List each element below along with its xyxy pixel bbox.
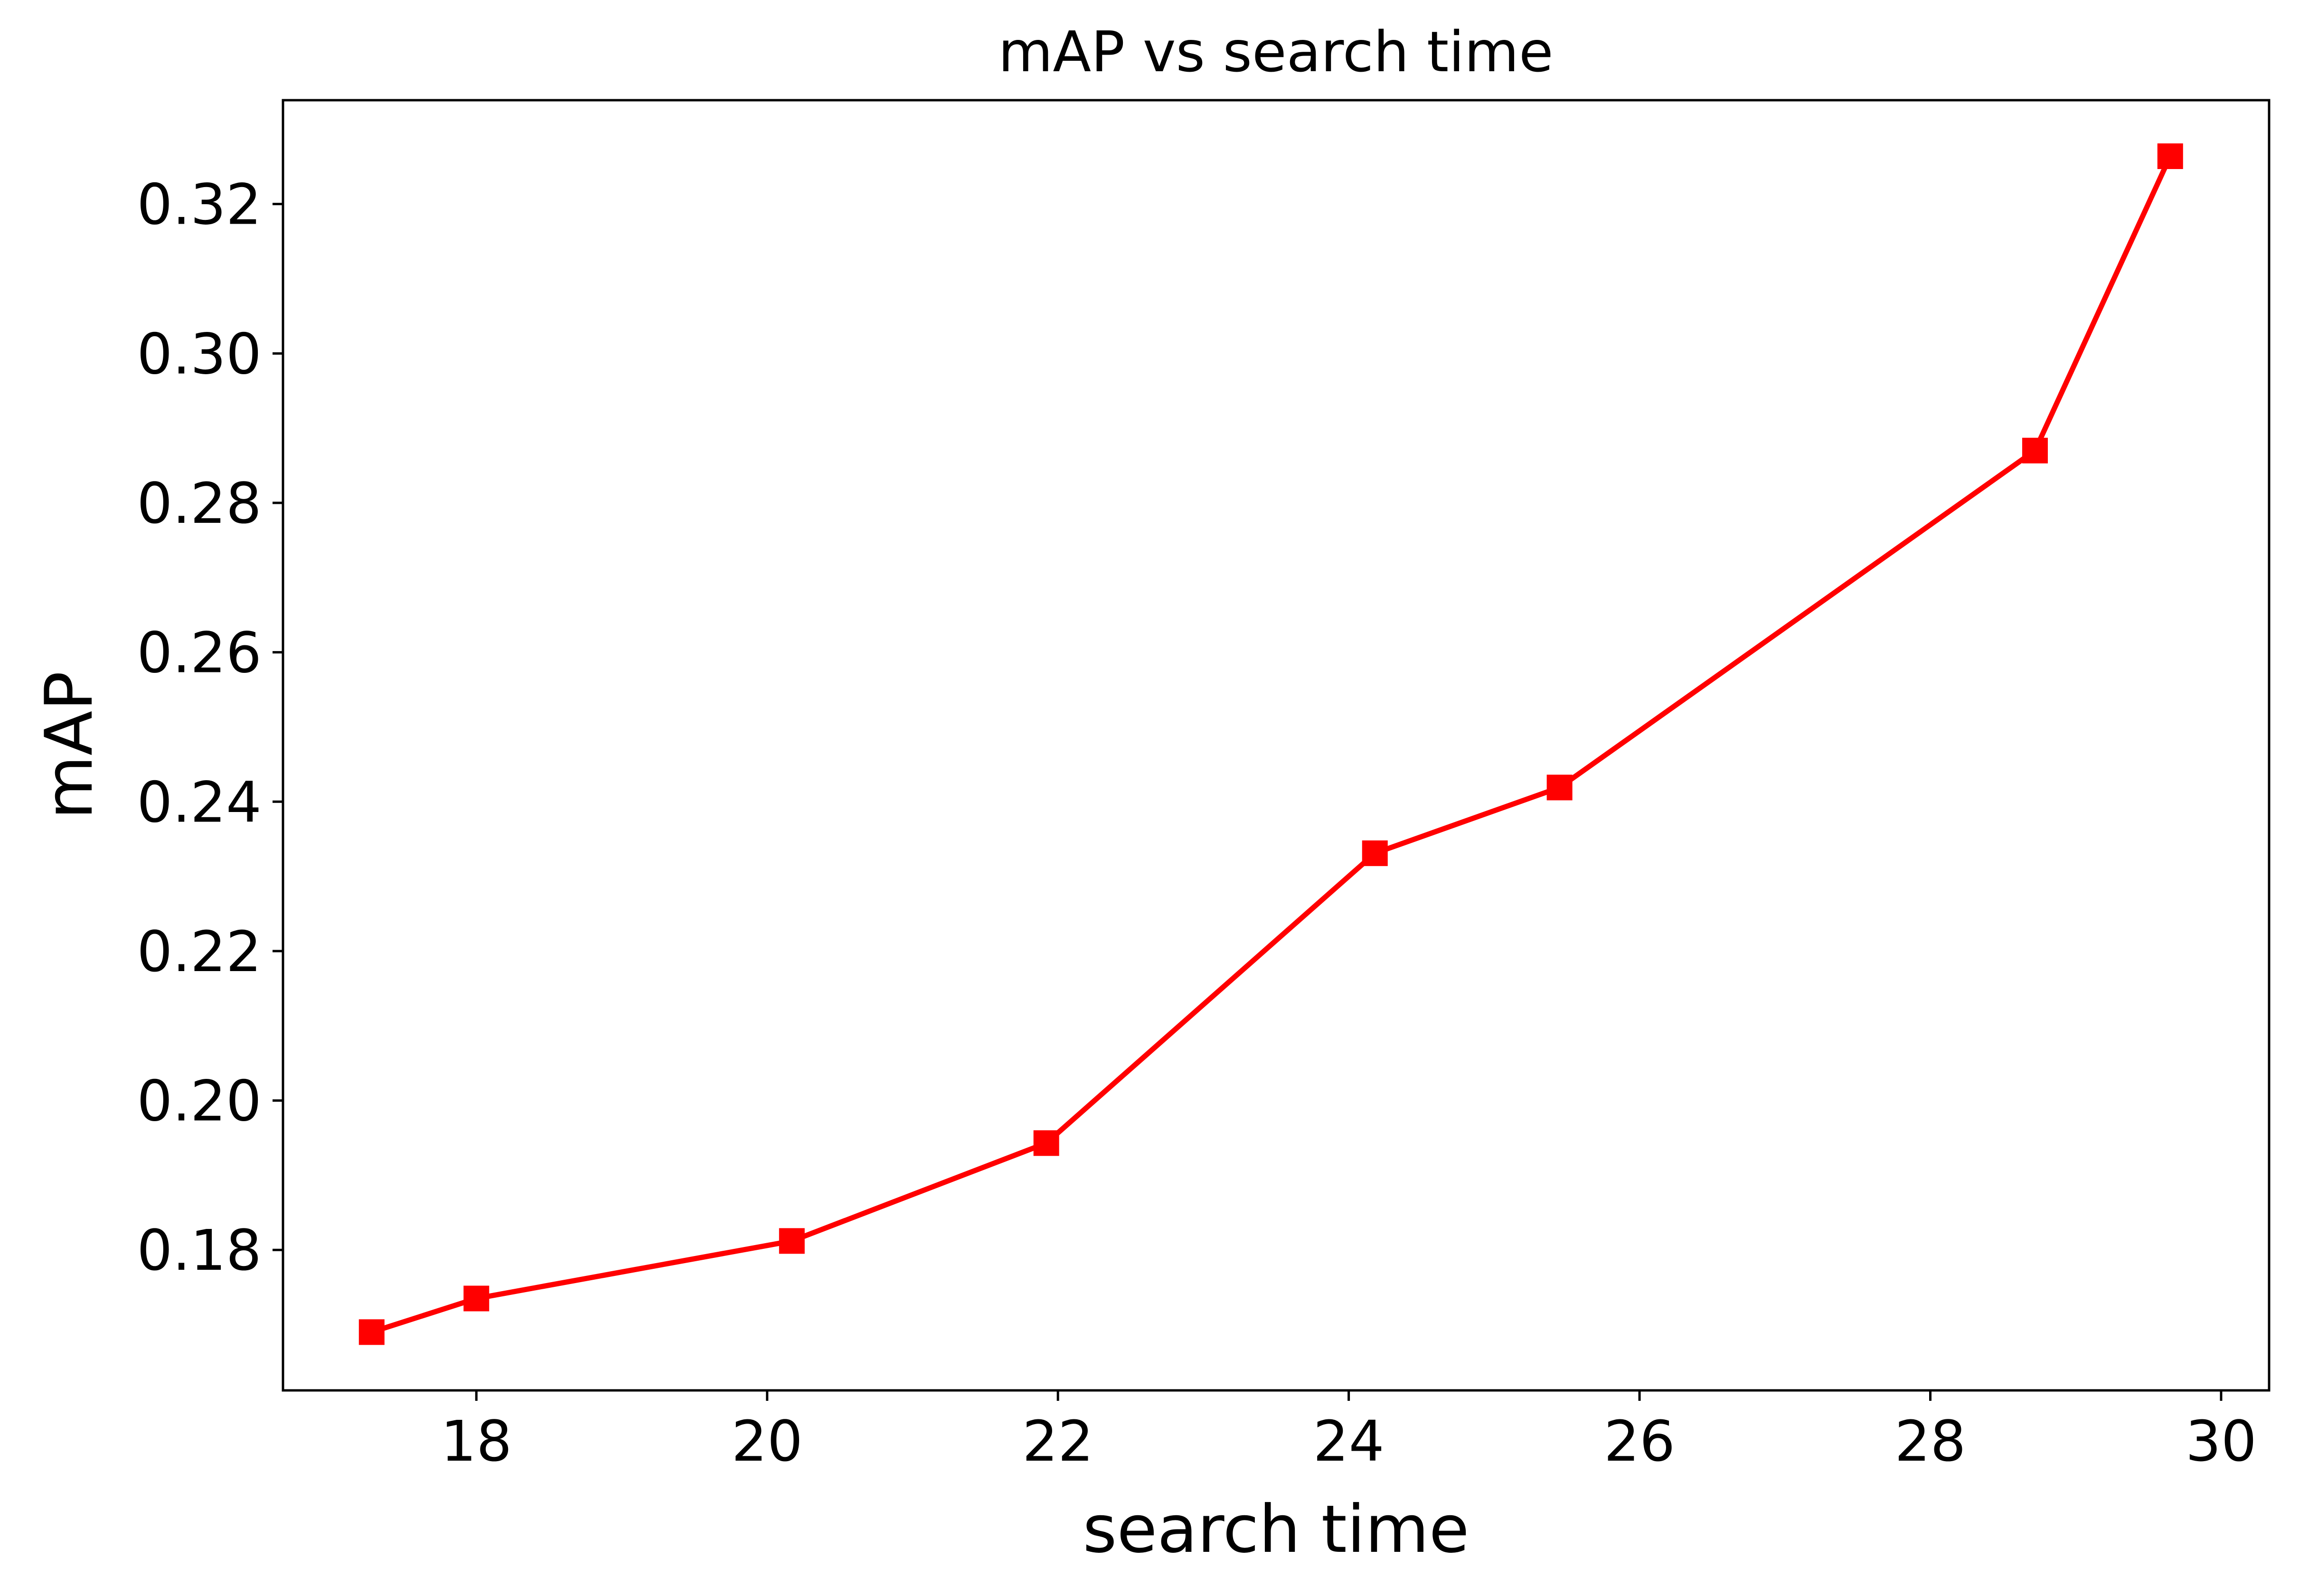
x-axis-label: search time — [1083, 1491, 1469, 1568]
y-tick-label: 0.28 — [137, 471, 262, 536]
data-point-marker — [463, 1285, 490, 1312]
y-tick-label: 0.26 — [137, 620, 262, 686]
x-tick-label: 30 — [2186, 1408, 2257, 1474]
x-axis-ticks: 18 20 22 24 26 28 30 — [441, 1390, 2257, 1474]
data-point-marker — [1546, 774, 1573, 801]
data-point-marker — [1033, 1130, 1059, 1156]
y-tick-label: 0.22 — [137, 919, 262, 984]
y-axis-label: mAP — [31, 671, 107, 819]
y-tick-label: 0.18 — [137, 1218, 262, 1283]
x-tick-label: 18 — [441, 1408, 512, 1474]
chart-title: mAP vs search time — [998, 19, 1553, 85]
y-tick-label: 0.20 — [137, 1068, 262, 1134]
series-line — [369, 153, 2173, 1335]
data-point-marker — [2157, 143, 2183, 169]
x-tick-label: 20 — [732, 1408, 803, 1474]
data-point-marker — [358, 1319, 385, 1345]
x-tick-label: 28 — [1894, 1408, 1966, 1474]
data-point-marker — [2022, 437, 2048, 463]
series-layer — [358, 143, 2183, 1345]
y-tick-label: 0.24 — [137, 769, 262, 835]
x-tick-label: 22 — [1022, 1408, 1093, 1474]
data-point-marker — [779, 1228, 805, 1254]
x-tick-label: 26 — [1604, 1408, 1675, 1474]
y-tick-label: 0.30 — [137, 321, 262, 387]
y-tick-label: 0.32 — [137, 172, 262, 237]
y-axis-ticks: 0.18 0.20 0.22 0.24 0.26 0.28 0.30 0.32 — [137, 172, 283, 1283]
plot-area-frame — [282, 99, 2271, 1392]
data-point-marker — [1362, 840, 1388, 866]
x-tick-label: 24 — [1313, 1408, 1385, 1474]
